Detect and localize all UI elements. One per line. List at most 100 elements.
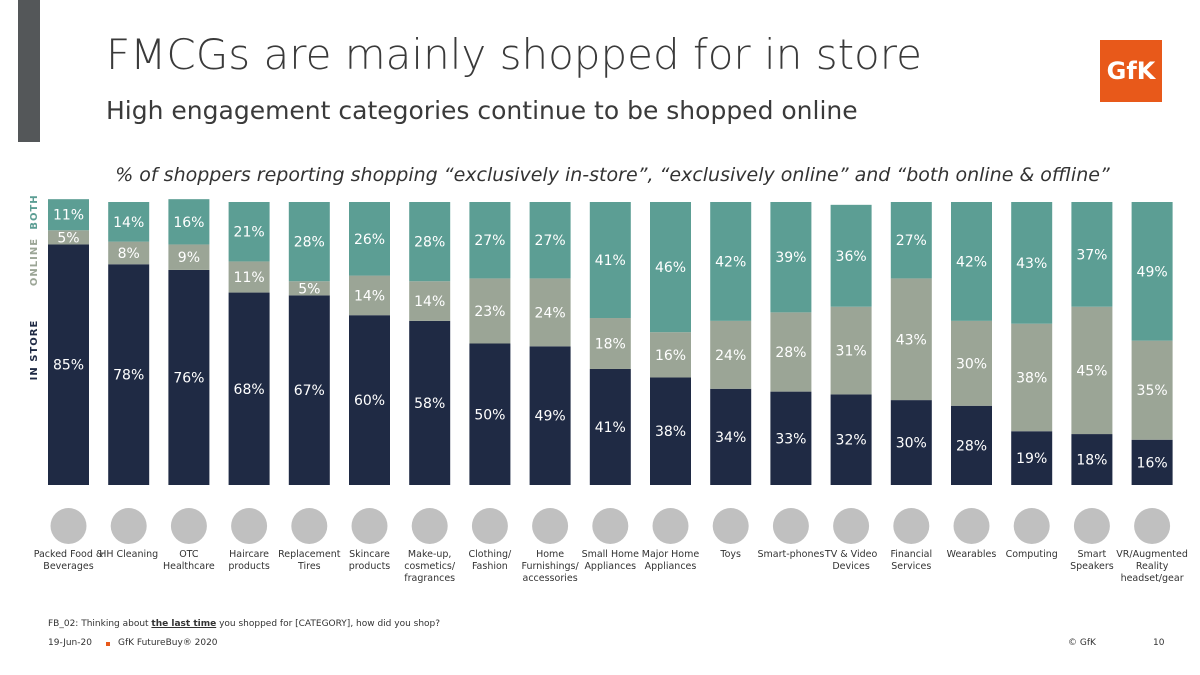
legend-label: IN STORE	[29, 320, 40, 381]
bar-segment	[168, 199, 210, 245]
category-icon	[772, 508, 809, 544]
bar-segment	[48, 199, 89, 231]
bar-segment	[469, 278, 511, 344]
category-label: TV & Video Devices	[824, 549, 878, 572]
bar-segment	[1131, 340, 1173, 440]
bar-segment	[108, 241, 150, 265]
value-label: 27%	[474, 233, 505, 249]
bar-segment	[168, 244, 210, 270]
value-label: 43%	[1016, 256, 1047, 272]
value-label: 14%	[354, 288, 385, 304]
bar-segment	[951, 405, 992, 485]
bar-segment	[409, 320, 451, 485]
value-label: 60%	[354, 393, 385, 409]
bar-segment	[589, 368, 631, 485]
category-icon	[50, 508, 87, 544]
bar-segment	[1011, 202, 1053, 324]
category-icon	[170, 508, 207, 544]
bar-segment	[589, 202, 631, 319]
footnote: FB_02: Thinking about the last time you …	[48, 619, 440, 629]
bar-segment	[349, 275, 390, 316]
value-label: 9%	[178, 250, 200, 266]
value-label: 14%	[414, 294, 445, 310]
category-label: Toys	[720, 549, 741, 560]
value-label: 35%	[1137, 383, 1168, 399]
value-label: 16%	[173, 215, 204, 231]
category-icon	[532, 508, 569, 544]
bar-segment	[288, 202, 330, 282]
sidebar	[18, 0, 40, 142]
value-label: 28%	[775, 345, 806, 361]
category-label: OTC Healthcare	[162, 549, 215, 572]
category-label: Make-up, cosmetics/ fragrances	[404, 549, 456, 584]
value-label: 85%	[53, 358, 84, 374]
value-label: 34%	[715, 430, 746, 446]
value-label: 16%	[655, 348, 686, 364]
value-label: 38%	[1016, 370, 1047, 386]
value-label: 49%	[535, 409, 566, 425]
bar-segment	[108, 264, 150, 485]
bar-segment	[770, 312, 812, 392]
bar-segment	[529, 278, 571, 347]
category-icon	[712, 508, 749, 544]
bar-segment	[710, 202, 752, 321]
page-number: 10	[1153, 638, 1165, 648]
value-label: 78%	[113, 368, 144, 384]
bar-segment	[1071, 306, 1113, 435]
value-label: 28%	[414, 235, 445, 251]
bar-segment	[228, 261, 270, 293]
bar-segment	[288, 281, 330, 296]
bar-segment	[409, 281, 451, 321]
value-label: 18%	[595, 337, 626, 353]
bar-segment	[529, 202, 571, 279]
value-label: 39%	[775, 250, 806, 266]
category-icon	[110, 508, 147, 544]
value-label: 45%	[1076, 363, 1107, 379]
value-label: 16%	[1137, 455, 1168, 471]
chart: 85% 5% 11% 78% 8% 14% 76% 9% 16% 68% 11% 21% 67% 5% 28…	[29, 194, 1173, 544]
value-label: 28%	[956, 438, 987, 454]
copyright: © GfK	[1068, 638, 1096, 648]
bar-segment	[710, 388, 752, 485]
category-icon	[833, 508, 870, 544]
bar-segment	[650, 377, 691, 485]
category-label: Replacement Tires	[278, 549, 341, 572]
bar-segment	[1071, 202, 1113, 307]
bar-segment	[349, 202, 390, 276]
footnote-text: you shopped for [CATEGORY], how did you …	[216, 619, 441, 629]
bar-segment	[288, 295, 330, 485]
category-icon	[351, 508, 388, 544]
bar-segment	[951, 202, 992, 321]
value-label: 30%	[896, 436, 927, 452]
value-label: 46%	[655, 260, 686, 276]
category-icon	[1073, 508, 1110, 544]
logo: GfK	[1100, 40, 1162, 102]
category-icon	[893, 508, 930, 544]
bar-segment	[228, 202, 270, 262]
value-label: 8%	[118, 246, 140, 262]
category-icon	[231, 508, 268, 544]
bar-segment	[1011, 431, 1053, 485]
bar-segment	[890, 278, 932, 401]
bar-segment	[650, 332, 691, 378]
value-label: 26%	[354, 232, 385, 248]
separator	[106, 642, 110, 646]
value-label: 49%	[1137, 264, 1168, 280]
value-label: 50%	[474, 407, 505, 423]
value-label: 41%	[595, 420, 626, 436]
bar-segment	[1131, 202, 1173, 341]
value-label: 27%	[535, 233, 566, 249]
bar-segment	[890, 400, 932, 485]
value-label: 14%	[113, 215, 144, 231]
value-label: 67%	[294, 383, 325, 399]
category-label: Clothing/ Fashion	[468, 549, 512, 572]
value-label: 38%	[655, 424, 686, 440]
category-label: Smart-phones	[757, 549, 825, 560]
value-label: 28%	[294, 235, 325, 251]
category-label: Wearables	[946, 549, 997, 560]
value-label: 36%	[836, 249, 867, 265]
category-label: Small Home Appliances	[581, 549, 640, 572]
category-label: HH Cleaning	[99, 549, 159, 560]
bar-segment	[469, 343, 511, 485]
value-label: 68%	[234, 382, 265, 398]
